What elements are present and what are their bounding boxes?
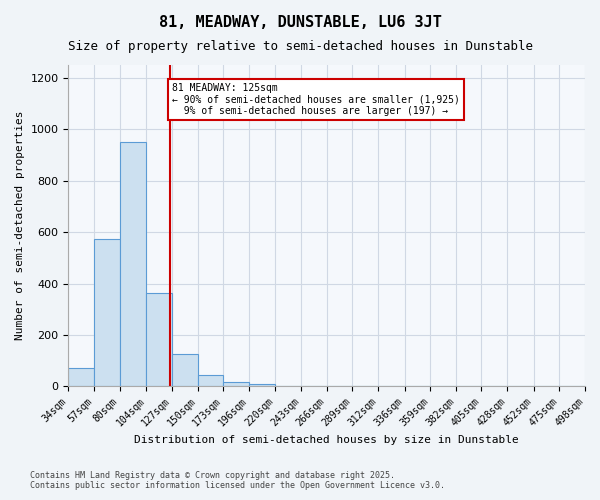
Bar <box>197 376 223 386</box>
Text: 81 MEADWAY: 125sqm
← 90% of semi-detached houses are smaller (1,925)
  9% of sem: 81 MEADWAY: 125sqm ← 90% of semi-detache… <box>172 83 460 116</box>
Bar <box>94 238 119 386</box>
Bar <box>172 354 197 386</box>
Text: Contains HM Land Registry data © Crown copyright and database right 2025.
Contai: Contains HM Land Registry data © Crown c… <box>30 470 445 490</box>
Text: 81, MEADWAY, DUNSTABLE, LU6 3JT: 81, MEADWAY, DUNSTABLE, LU6 3JT <box>158 15 442 30</box>
Text: Size of property relative to semi-detached houses in Dunstable: Size of property relative to semi-detach… <box>67 40 533 53</box>
Bar <box>146 292 172 386</box>
Y-axis label: Number of semi-detached properties: Number of semi-detached properties <box>15 111 25 340</box>
X-axis label: Distribution of semi-detached houses by size in Dunstable: Distribution of semi-detached houses by … <box>134 435 519 445</box>
Bar <box>119 142 146 386</box>
Bar <box>68 368 94 386</box>
Bar <box>249 384 275 386</box>
Bar <box>223 382 249 386</box>
